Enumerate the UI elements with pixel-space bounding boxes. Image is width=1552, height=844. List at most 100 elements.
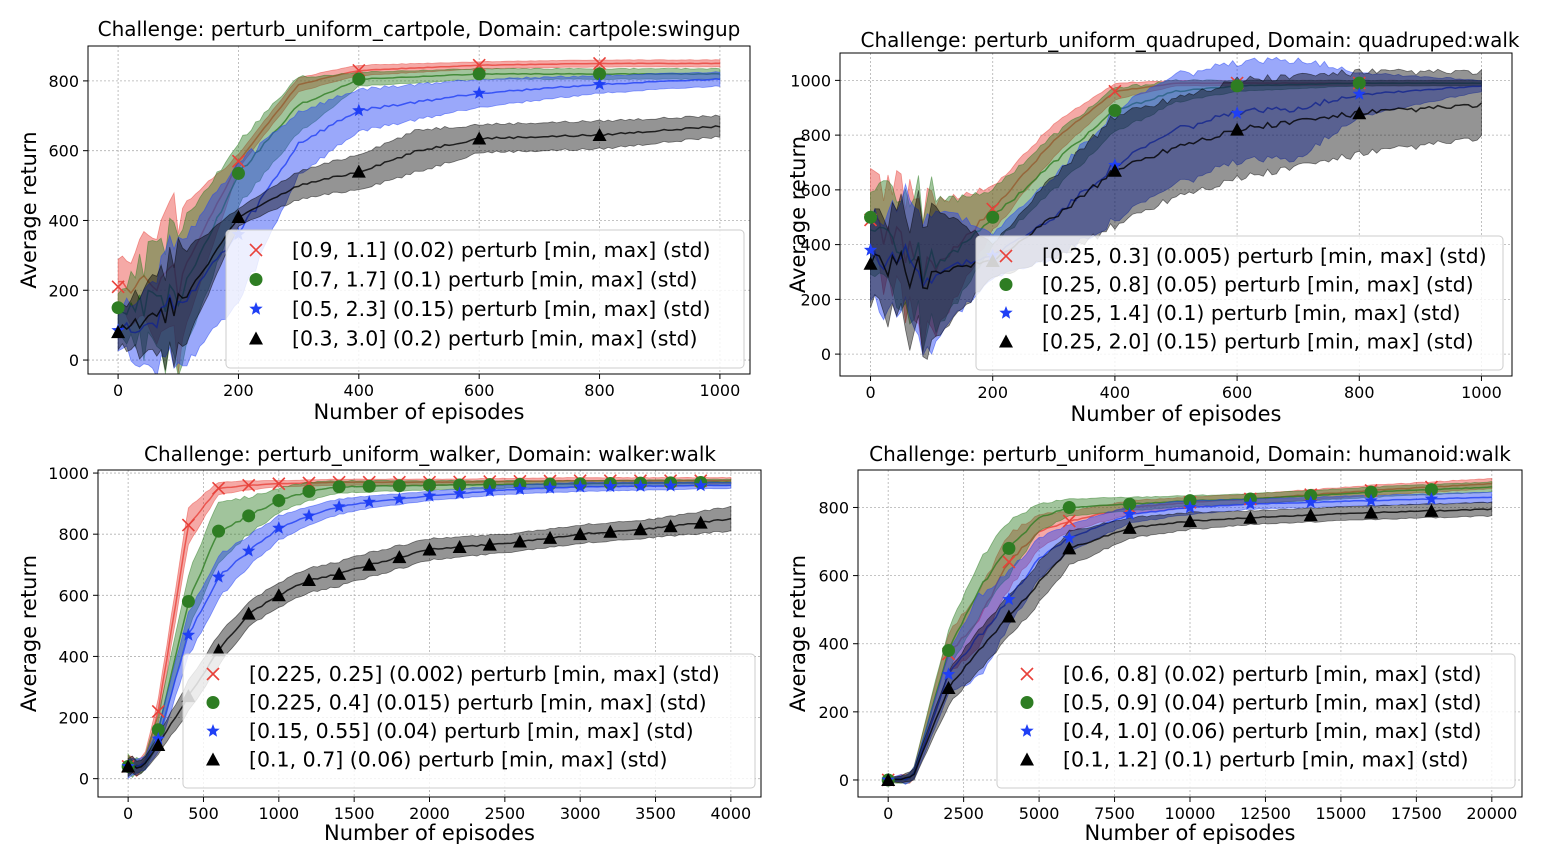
data-point-black (543, 530, 558, 544)
series-line-black (117, 125, 721, 333)
data-point-black (941, 681, 956, 694)
plot-area (881, 478, 1493, 787)
data-point-blue (1002, 592, 1016, 606)
legend-marker-green (206, 696, 220, 709)
data-point-red (1002, 555, 1016, 569)
data-point-red (111, 280, 125, 294)
legend-entry-label: [0.225, 0.25] (0.002) perturb [min, max]… (249, 662, 720, 686)
y-axis-label: Average return (786, 555, 810, 712)
data-point-green (1062, 500, 1076, 514)
data-point-green (231, 166, 245, 180)
chart-title: Challenge: perturb_uniform_cartpole, Dom… (98, 17, 741, 41)
data-point-blue (633, 479, 648, 492)
legend-entry-label: [0.7, 1.7] (0.1) perturb [min, max] (std… (292, 268, 698, 292)
data-point-black (573, 527, 588, 541)
data-point-black (271, 588, 286, 602)
x-tick-label: 1500 (334, 804, 375, 823)
data-point-green (181, 594, 195, 608)
plot-area (111, 56, 721, 374)
data-point-blue (302, 508, 316, 522)
data-point-blue (592, 77, 607, 90)
data-point-black (633, 522, 648, 536)
legend-entry-label: [0.25, 0.3] (0.005) perturb [min, max] (… (1042, 244, 1487, 268)
data-point-blue (863, 243, 878, 256)
x-axis-label: Number of episodes (313, 400, 524, 424)
data-point-green (362, 479, 376, 493)
y-tick-label: 200 (48, 281, 79, 300)
data-point-black (111, 325, 126, 339)
data-point-blue (663, 478, 678, 492)
data-point-black (392, 550, 407, 564)
legend-entry-label: [0.3, 3.0] (0.2) perturb [min, max] (std… (292, 327, 698, 351)
data-point-blue (1183, 500, 1197, 514)
legend-entry-label: [0.5, 0.9] (0.04) perturb [min, max] (st… (1063, 691, 1482, 715)
legend-marker-black (206, 752, 220, 766)
chart-panel-2: 0 200 400 600 800 1000 0 200 400 600 800 1000 Challe… (786, 28, 1520, 426)
x-tick-label: 2500 (943, 804, 984, 823)
legend-entry-label: [0.5, 2.3] (0.15) perturb [min, max] (st… (292, 297, 711, 321)
series-line-blue (117, 78, 720, 334)
series-band-blue (127, 481, 732, 780)
y-tick-label: 400 (800, 236, 831, 255)
data-point-green (864, 210, 878, 224)
data-point-black (241, 606, 256, 620)
x-tick-label: 2000 (409, 804, 450, 823)
y-tick-label: 0 (69, 351, 79, 370)
legend-entry-label: [0.225, 0.4] (0.015) perturb [min, max] … (249, 691, 707, 715)
data-point-red (231, 154, 246, 168)
plot-frame (839, 52, 1513, 377)
legend-marker-red (1020, 667, 1034, 681)
data-point-red (242, 478, 256, 492)
y-tick-label: 200 (800, 290, 831, 309)
y-tick-label: 800 (48, 72, 79, 91)
data-point-green (1123, 497, 1137, 511)
x-tick-label: 4000 (711, 804, 752, 823)
x-tick-label: 17500 (1391, 804, 1442, 823)
data-point-black (1107, 163, 1122, 177)
data-point-black (512, 534, 527, 548)
legend: [0.225, 0.25] (0.002) perturb [min, max]… (182, 653, 756, 789)
series-band-blue (117, 71, 721, 374)
data-point-blue (694, 478, 708, 492)
data-point-black (472, 131, 487, 145)
data-point-blue (181, 628, 196, 641)
data-point-blue (1424, 492, 1439, 505)
x-tick-label: 0 (865, 383, 875, 402)
data-point-green (242, 509, 256, 523)
data-point-green (272, 494, 286, 508)
data-point-black (863, 256, 878, 270)
x-tick-label: 200 (223, 381, 254, 400)
x-tick-label: 7500 (1094, 804, 1135, 823)
chart-title: Challenge: perturb_uniform_humanoid, Dom… (869, 442, 1511, 466)
legend-marker-red (249, 243, 263, 257)
data-point-black (1122, 520, 1137, 534)
data-point-green (212, 524, 226, 538)
data-point-green (472, 67, 486, 81)
data-point-green (1108, 103, 1122, 117)
x-tick-label: 12500 (1240, 804, 1291, 823)
data-point-blue (392, 492, 406, 505)
data-point-black (332, 566, 347, 580)
data-point-red (592, 56, 607, 71)
x-tick-label: 2500 (484, 804, 525, 823)
chart-panel-4: 0 2500 5000 7500 10000 12500 15000 17500 20000 0 2… (786, 442, 1523, 844)
data-point-blue (1352, 87, 1366, 100)
y-axis-label: Average return (786, 136, 810, 293)
plot-frame (87, 45, 751, 375)
x-axis-label: Number of episodes (1084, 821, 1295, 844)
data-point-blue (1062, 531, 1076, 544)
legend-box (975, 235, 1504, 371)
data-point-blue (453, 486, 467, 500)
legend-box (996, 653, 1516, 789)
data-point-blue (272, 521, 286, 534)
x-tick-label: 800 (584, 381, 615, 400)
x-tick-label: 3000 (560, 804, 601, 823)
data-point-blue (242, 544, 256, 557)
data-point-blue (513, 482, 527, 495)
y-tick-label: 0 (821, 345, 831, 364)
data-point-red (272, 477, 286, 491)
data-point-black (362, 557, 377, 571)
data-point-blue (543, 481, 557, 494)
legend-marker-green (1020, 696, 1034, 709)
x-tick-label: 1000 (700, 381, 741, 400)
